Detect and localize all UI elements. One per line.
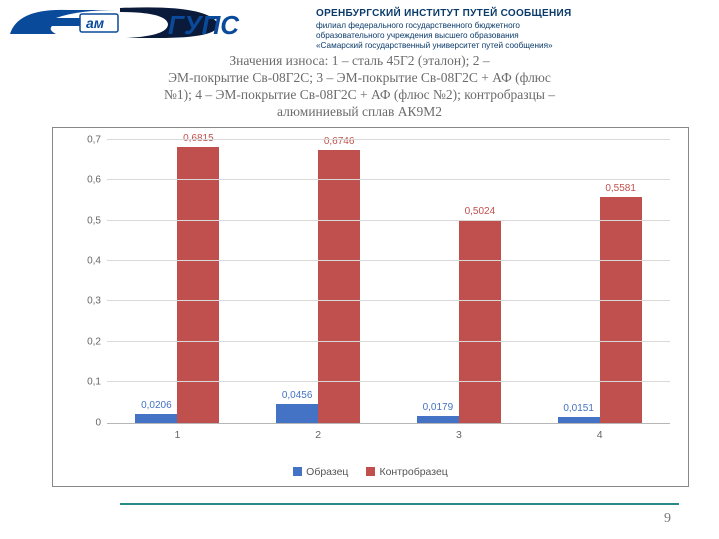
chart-caption: Значения износа: 1 – сталь 45Г2 (эталон)… (100, 53, 620, 121)
y-tick-label: 0,6 (67, 175, 101, 186)
y-tick-label: 0,7 (67, 134, 101, 145)
plot-area: 0,02060,681510,04560,674620,01790,502430… (107, 140, 670, 424)
y-tick-label: 0,4 (67, 256, 101, 267)
y-tick-label: 0,3 (67, 296, 101, 307)
category-label: 4 (597, 429, 603, 441)
bar-group: 0,01510,55814 (538, 140, 662, 423)
logo: ам ГУПС (8, 4, 308, 51)
legend-item: Образец (293, 466, 348, 478)
y-tick-label: 0,2 (67, 336, 101, 347)
gridline (107, 260, 670, 261)
caption-line-1: Значения износа: 1 – сталь 45Г2 (эталон)… (229, 53, 489, 68)
gridline (107, 179, 670, 180)
gridline (107, 341, 670, 342)
category-label: 2 (315, 429, 321, 441)
y-tick-label: 0,5 (67, 215, 101, 226)
gridline (107, 139, 670, 140)
category-label: 3 (456, 429, 462, 441)
bar-value-label: 0,0206 (141, 400, 172, 411)
institute-title: ОРЕНБУРГСКИЙ ИНСТИТУТ ПУТЕЙ СООБЩЕНИЯ (316, 8, 711, 21)
chart-container: 0,02060,681510,04560,674620,01790,502430… (52, 127, 689, 487)
bar-value-label: 0,0179 (423, 402, 454, 413)
institute-sub-3: «Самарский государственный университет п… (316, 41, 711, 51)
caption-line-2: ЭМ-покрытие Св-08Г2С; 3 – ЭМ-покрытие Св… (168, 70, 551, 85)
header: ам ГУПС ОРЕНБУРГСКИЙ ИНСТИТУТ ПУТЕЙ СООБ… (0, 0, 719, 51)
y-tick-label: 0 (67, 417, 101, 428)
footer-rule (120, 503, 679, 505)
institute-text: ОРЕНБУРГСКИЙ ИНСТИТУТ ПУТЕЙ СООБЩЕНИЯ фи… (316, 4, 711, 51)
legend-item: Контробразец (366, 466, 447, 478)
gridline (107, 300, 670, 301)
bar-group: 0,04560,67462 (256, 140, 380, 423)
bar: 0,5024 (459, 220, 501, 423)
page-number: 9 (664, 511, 671, 527)
category-label: 1 (174, 429, 180, 441)
legend-label: Контробразец (379, 466, 447, 478)
legend: Образец Контробразец (53, 466, 688, 478)
bar-value-label: 0,5024 (465, 206, 496, 217)
bar-value-label: 0,5581 (605, 183, 636, 194)
legend-label: Образец (306, 466, 348, 478)
bar: 0,5581 (600, 197, 642, 423)
bar-groups: 0,02060,681510,04560,674620,01790,502430… (107, 140, 670, 423)
bar: 0,0456 (276, 404, 318, 422)
y-tick-label: 0,1 (67, 377, 101, 388)
bar-value-label: 0,0151 (563, 403, 594, 414)
gridline (107, 381, 670, 382)
legend-swatch (366, 467, 375, 476)
institute-sub-2: образовательного учреждения высшего обра… (316, 31, 711, 41)
logo-text-right: ГУПС (168, 10, 240, 40)
bar-value-label: 0,0456 (282, 390, 313, 401)
bar: 0,0179 (417, 416, 459, 423)
bar-group: 0,02060,68151 (115, 140, 239, 423)
bar: 0,0151 (558, 417, 600, 423)
logo-text-left: ам (86, 15, 105, 31)
bar-value-label: 0,6746 (324, 136, 355, 147)
caption-line-4: алюминиевый сплав АК9М2 (277, 104, 442, 119)
bar: 0,0206 (135, 414, 177, 422)
gridline (107, 220, 670, 221)
institute-sub-1: филиал федерального государственного бюд… (316, 21, 711, 31)
legend-swatch (293, 467, 302, 476)
caption-line-3: №1); 4 – ЭМ-покрытие Св-08Г2С + АФ (флюс… (164, 87, 555, 102)
bar-group: 0,01790,50243 (397, 140, 521, 423)
